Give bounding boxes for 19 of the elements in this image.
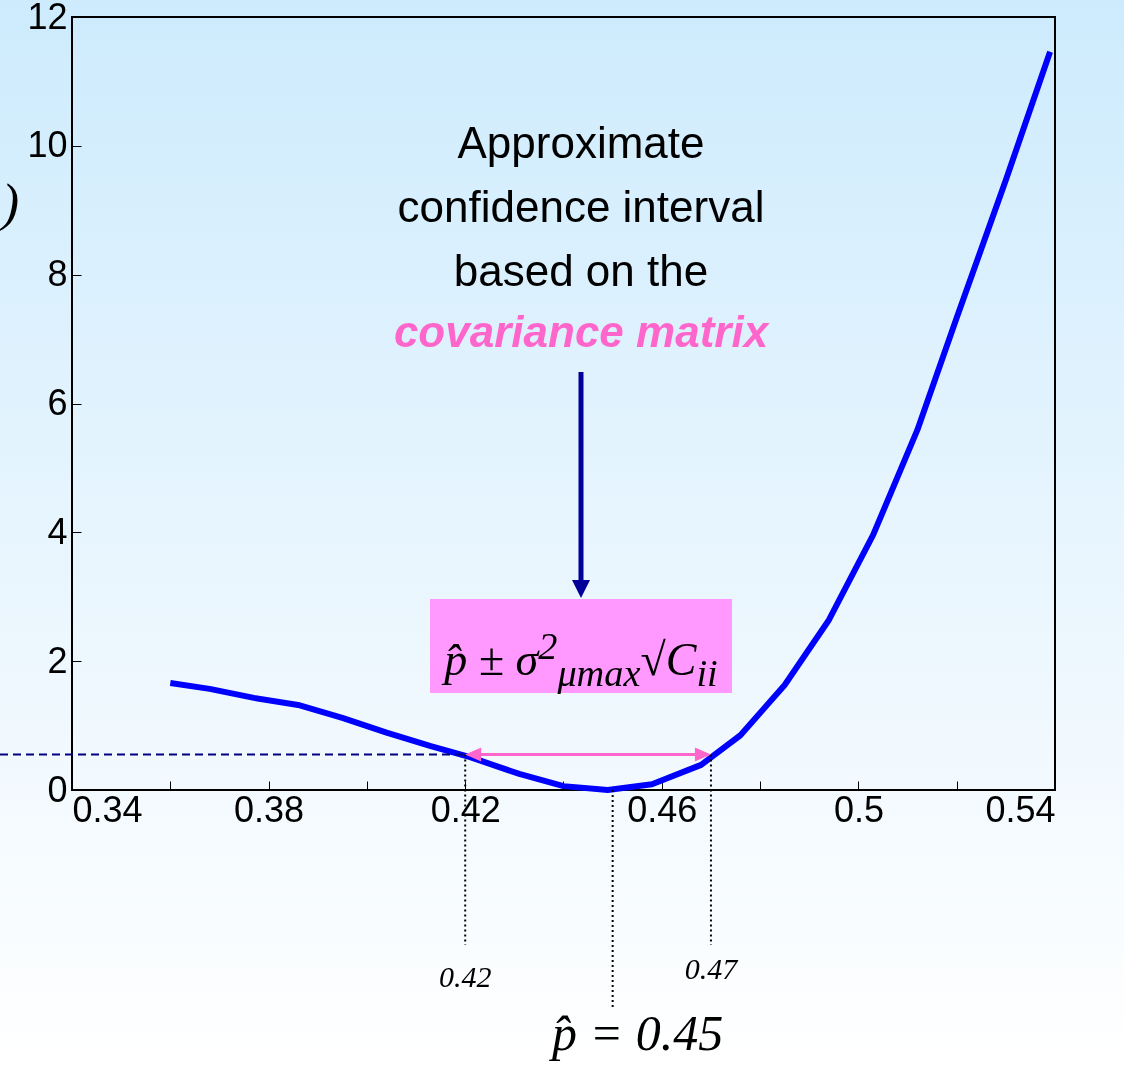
y-tick-label: 6 xyxy=(47,382,68,423)
x-tick-label: 0.46 xyxy=(627,788,698,830)
ref-line-label: 0.42 xyxy=(438,960,492,993)
annotation: p̂ ± σ$^{2}$$_{μmax}$√C$_{ii}$ xyxy=(430,599,732,694)
y-tick-label: 8 xyxy=(47,253,68,295)
y-tick-label: 10 xyxy=(27,124,68,166)
ref-line-label: 0.47 xyxy=(684,952,740,985)
x-tick-label: 0.54 xyxy=(985,788,1056,830)
ref-line-label: p̂ = 0.45 xyxy=(549,1005,724,1061)
y-tick-label: 2 xyxy=(47,639,68,681)
x-tick-label: 0.38 xyxy=(234,788,305,830)
annotation: Approximate confidence interval based on the xyxy=(396,117,766,297)
x-tick-label: 0.5 xyxy=(833,788,884,830)
y-tick-label: 12 xyxy=(27,0,68,37)
y-tick-label: 0 xyxy=(47,768,68,810)
y-tick-label: 4 xyxy=(47,510,68,552)
x-tick-label: 0.42 xyxy=(430,788,501,830)
annotation: covariance matrix xyxy=(392,306,771,358)
x-tick-label: 0.34 xyxy=(72,788,143,830)
